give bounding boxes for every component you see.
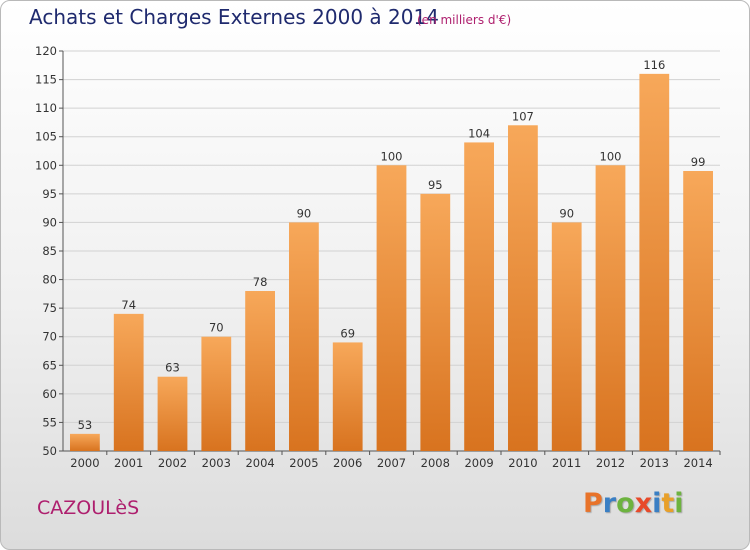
x-tick-label: 2003 [202,456,231,470]
data-label-2004: 78 [253,275,268,289]
data-label-2011: 90 [559,206,574,220]
bar-2002 [157,376,188,451]
x-tick-label: 2002 [158,456,187,470]
chart-title: Achats et Charges Externes 2000 à 2014 [29,5,439,29]
y-tick-label: 105 [35,130,57,144]
x-tick-label: 2012 [596,456,625,470]
y-tick-label: 100 [35,158,57,172]
x-tick-label: 2005 [289,456,318,470]
proxiti-logo: Proxiti [583,488,684,519]
y-tick-label: 90 [42,215,57,229]
y-tick-label: 95 [42,187,57,201]
x-tick-label: 2011 [552,456,581,470]
bar-2010 [508,125,538,452]
data-label-2013: 116 [643,58,665,72]
bar-2009 [464,142,494,451]
x-tick-label: 2006 [333,456,362,470]
y-tick-label: 115 [35,73,57,87]
y-tick-label: 80 [42,273,57,287]
data-label-2003: 70 [209,321,224,335]
x-tick-label: 2000 [70,456,99,470]
data-label-2008: 95 [428,178,443,192]
chart-subtitle: (en milliers d'€) [417,13,512,27]
y-tick-label: 70 [42,330,57,344]
bar-2001 [113,313,144,451]
bar-2003 [201,336,232,451]
x-tick-label: 2001 [114,456,143,470]
labels: 50 55 60 65 70 75 80 85 90 95 100 105 110 115 120 2000 5… [35,44,713,470]
y-tick-label: 75 [42,301,57,315]
x-tick-label: 2008 [421,456,450,470]
x-tick-label: 2007 [377,456,406,470]
commune-name: CAZOULèS [37,497,140,519]
y-tick-label: 110 [35,101,57,115]
data-label-2001: 74 [121,298,136,312]
bar-2014 [683,171,713,451]
x-tick-label: 2010 [508,456,537,470]
data-label-2012: 100 [600,149,622,163]
data-label-2014: 99 [691,155,706,169]
bar-2006 [332,342,363,451]
y-tick-label: 120 [35,44,57,58]
data-label-2000: 53 [78,418,93,432]
y-tick-label: 65 [42,358,57,372]
data-label-2010: 107 [512,109,534,123]
x-tick-label: 2009 [464,456,493,470]
y-tick-label: 55 [42,415,57,429]
bar-2004 [245,291,275,451]
y-tick-label: 50 [42,444,57,458]
data-label-2007: 100 [381,149,403,163]
bar-2007 [376,165,407,452]
data-label-2009: 104 [468,126,490,140]
y-tick-label: 60 [42,387,57,401]
x-tick-label: 2013 [640,456,669,470]
data-label-2006: 69 [340,326,355,340]
bar-2011 [551,222,582,451]
y-tick-label: 85 [42,244,57,258]
bar-2013 [639,73,670,451]
bar-2012 [595,165,626,452]
x-tick-label: 2004 [245,456,274,470]
data-label-2002: 63 [165,361,180,375]
bars [70,73,713,452]
bar-2000 [70,433,100,451]
bar-2008 [420,193,451,451]
bar-2005 [289,222,319,451]
data-label-2005: 90 [297,206,312,220]
x-tick-label: 2014 [683,456,712,470]
